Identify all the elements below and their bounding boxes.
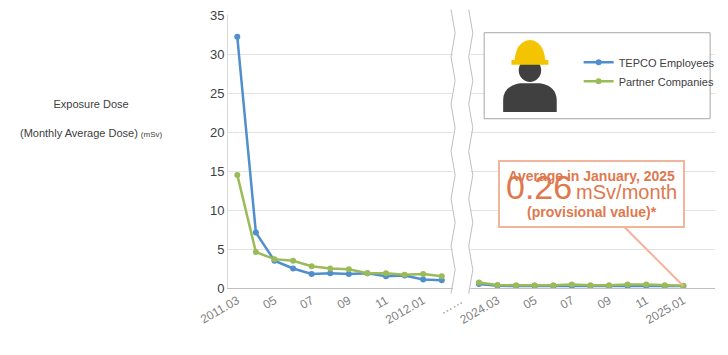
svg-text:05: 05: [521, 293, 540, 312]
svg-text:09: 09: [595, 293, 614, 312]
svg-text:11: 11: [373, 293, 391, 312]
svg-text:05: 05: [260, 293, 279, 312]
svg-text:2024.03: 2024.03: [457, 293, 502, 327]
svg-text:07: 07: [558, 293, 577, 312]
svg-text:10: 10: [210, 203, 224, 218]
svg-text:2025.01: 2025.01: [643, 293, 688, 327]
svg-text:07: 07: [298, 293, 317, 312]
svg-text:2011.03: 2011.03: [198, 293, 242, 327]
svg-text:2012.01: 2012.01: [383, 293, 428, 327]
svg-text:35: 35: [210, 8, 224, 23]
svg-text:……: ……: [437, 293, 465, 317]
svg-text:Partner Companies: Partner Companies: [619, 76, 714, 88]
svg-text:TEPCO Employees: TEPCO Employees: [619, 57, 715, 69]
svg-text:25: 25: [210, 86, 224, 101]
svg-text:09: 09: [335, 293, 354, 312]
svg-text:Average in January, 20250.26 m: Average in January, 20250.26 mSv/month(p…: [506, 168, 677, 220]
svg-text:Exposure Dose(Monthly Average: Exposure Dose(Monthly Average Dose) (mSv…: [20, 98, 163, 139]
svg-text:5: 5: [217, 242, 224, 257]
svg-text:30: 30: [210, 47, 224, 62]
svg-text:0: 0: [217, 281, 224, 296]
svg-text:11: 11: [633, 293, 651, 312]
svg-text:15: 15: [210, 164, 224, 179]
svg-text:20: 20: [210, 125, 224, 140]
